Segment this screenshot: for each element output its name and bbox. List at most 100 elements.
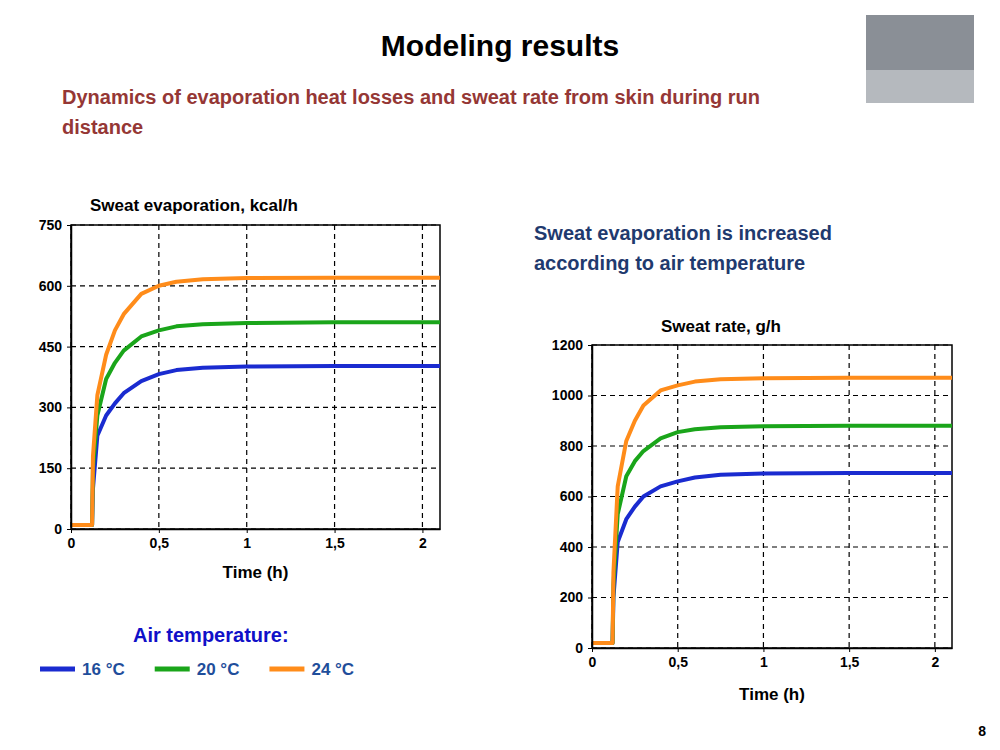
x-tick: 0,5	[150, 529, 170, 551]
y-tick-mark	[67, 225, 71, 226]
x-tick: 0,5	[668, 648, 688, 670]
x-tick-label: 0	[68, 535, 76, 551]
page-title: Modeling results	[381, 29, 619, 62]
y-tick: 750	[39, 217, 71, 233]
legend-swatch	[40, 667, 75, 672]
chart-title: Sweat rate, g/h	[661, 317, 781, 336]
x-tick-label: 0	[589, 654, 597, 670]
x-axis-title: Time (h)	[223, 563, 289, 582]
x-tick-mark	[247, 529, 248, 533]
x-tick: 2	[931, 648, 939, 670]
y-tick-mark	[588, 396, 592, 397]
series-lines	[71, 278, 440, 525]
text-line: distance	[62, 116, 143, 138]
y-tick: 450	[39, 339, 71, 355]
y-tick-label: 150	[39, 460, 63, 476]
y-tick-mark	[67, 407, 71, 408]
x-axis: 0 0,5 1 1,5 2	[68, 529, 441, 551]
x-tick-label: 0,5	[150, 535, 170, 551]
photo-road	[866, 70, 974, 103]
slide: Modeling results Dynamics of evaporation …	[0, 0, 1000, 750]
text-line: Sweat evaporation is increased	[534, 222, 832, 244]
x-tick: 0	[68, 529, 76, 551]
x-tick-mark	[159, 529, 160, 533]
grid-line-y	[592, 597, 952, 598]
legend-title: Air temperature:	[133, 624, 289, 646]
grid-line-x	[334, 225, 335, 529]
y-tick: 1200	[552, 337, 592, 353]
y-tick-label: 600	[560, 488, 584, 504]
x-tick-label: 2	[931, 654, 939, 670]
legend-label: 20 °C	[197, 660, 240, 679]
x-axis-title: Time (h)	[739, 685, 805, 704]
series-line	[592, 473, 952, 643]
x-tick-mark	[592, 648, 593, 652]
grid-line-y	[71, 468, 440, 469]
plot-frame	[592, 345, 952, 648]
legend: Air temperature:16 °C20 °C24 °C	[40, 624, 354, 679]
legend-swatch	[155, 667, 190, 672]
page-number: 8	[978, 723, 986, 739]
y-tick: 150	[39, 460, 71, 476]
text-line: Dynamics of evaporation heat losses and …	[62, 86, 760, 108]
photo-placeholder	[866, 15, 974, 103]
series-line	[71, 278, 440, 525]
y-tick: 600	[560, 488, 592, 504]
grid-line-y	[592, 546, 952, 547]
x-axis-line	[72, 529, 441, 531]
x-tick-label: 0,5	[668, 654, 688, 670]
grid	[71, 225, 440, 529]
x-tick-mark	[678, 648, 679, 652]
x-tick-mark	[935, 648, 936, 652]
chart-title: Sweat evaporation, kcal/h	[90, 196, 298, 215]
x-tick-label: 1	[243, 535, 251, 551]
grid-line-y	[71, 407, 440, 408]
x-tick-label: 1,5	[325, 535, 345, 551]
x-tick-mark	[422, 529, 423, 533]
x-tick-label: 1	[760, 654, 768, 670]
y-tick-label: 750	[39, 217, 63, 233]
x-tick-mark	[335, 529, 336, 533]
y-tick-mark	[588, 547, 592, 548]
y-tick-mark	[67, 468, 71, 469]
y-tick-label: 0	[54, 521, 62, 537]
y-tick-label: 300	[39, 399, 63, 415]
series-line	[71, 366, 440, 525]
annotation: Sweat evaporation is increasedaccording …	[534, 222, 832, 274]
y-tick-mark	[588, 446, 592, 447]
y-tick-mark	[67, 286, 71, 287]
x-tick-mark	[763, 648, 764, 652]
y-tick-mark	[588, 648, 592, 649]
x-axis-line	[593, 648, 953, 650]
x-tick: 2	[419, 529, 427, 551]
series-line	[592, 426, 952, 643]
y-tick-label: 400	[560, 539, 584, 555]
y-tick-label: 200	[560, 589, 584, 605]
grid-line-y	[592, 445, 952, 446]
y-tick: 0	[575, 640, 592, 656]
series-line	[71, 322, 440, 525]
y-tick: 0	[54, 521, 71, 537]
x-tick-label: 2	[419, 535, 427, 551]
subtitle: Dynamics of evaporation heat losses and …	[62, 86, 760, 138]
y-axis: 020040060080010001200	[552, 337, 593, 656]
grid-line-x	[246, 225, 247, 529]
y-tick-label: 0	[575, 640, 583, 656]
x-tick-label: 1,5	[840, 654, 860, 670]
y-tick-mark	[588, 497, 592, 498]
y-axis: 0 150 300 450 600 750	[39, 217, 72, 537]
y-tick: 600	[39, 278, 71, 294]
y-tick-mark	[67, 347, 71, 348]
grid-line-y	[592, 395, 952, 396]
y-tick-label: 1200	[552, 337, 583, 353]
y-tick: 400	[560, 539, 592, 555]
x-tick: 1	[760, 648, 768, 670]
y-tick-label: 800	[560, 438, 584, 454]
y-tick: 300	[39, 399, 71, 415]
series-line	[592, 378, 952, 643]
chart: 00,511,52020040060080010001200	[552, 337, 953, 670]
x-axis: 0 0,5 1 1,5 2	[589, 648, 953, 670]
y-tick-mark	[67, 529, 71, 530]
y-tick-mark	[588, 345, 592, 346]
x-tick: 0	[589, 648, 597, 670]
